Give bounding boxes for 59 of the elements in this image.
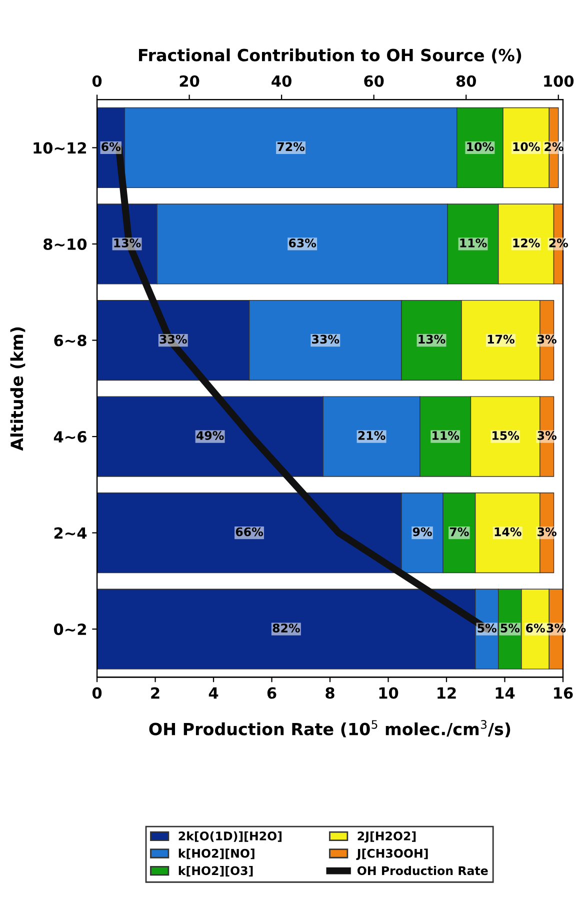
data-label: 3%	[538, 334, 556, 344]
y-tick-label: 6~8	[54, 334, 86, 346]
y-tick-label: 8~10	[44, 238, 87, 250]
x2-tick-label: 4	[208, 687, 218, 699]
data-label: 10%	[513, 142, 540, 152]
data-label: 49%	[196, 431, 224, 440]
y-tick-label: 0~2	[54, 624, 86, 636]
data-label: 2%	[549, 238, 568, 248]
data-label: 13%	[418, 334, 446, 344]
x2-tick-label: 2	[151, 687, 160, 699]
data-label: 14%	[494, 527, 522, 536]
legend-label: k[HO2][NO]	[178, 848, 254, 860]
data-label: 12%	[513, 238, 540, 248]
x-tick-label: 100	[544, 75, 574, 87]
x2-tick-label: 6	[267, 687, 276, 699]
x2-tick-label: 8	[326, 687, 334, 699]
legend-label: J[CH3OOH]	[356, 848, 428, 860]
x2-tick-label: 16	[554, 687, 573, 699]
data-label: 11%	[432, 431, 460, 440]
data-label: 10%	[467, 142, 494, 152]
x2-tick-label: 10	[379, 687, 398, 699]
legend-label: 2J[H2O2]	[358, 831, 416, 843]
data-label: 72%	[277, 142, 305, 152]
x2-tick-label: 0	[92, 687, 102, 699]
x-tick-label: 40	[272, 75, 292, 87]
data-label: 5%	[500, 624, 520, 633]
data-label: 6%	[102, 142, 121, 152]
data-label: 63%	[288, 238, 316, 248]
data-label: 33%	[160, 334, 187, 344]
x2-axis-title: OH Production Rate (10$^{5}$ molec./cm$^{3}$/s)	[149, 720, 510, 738]
data-label: 3%	[546, 624, 566, 633]
data-label: 13%	[114, 238, 141, 248]
x-tick-label: 80	[456, 75, 476, 87]
y-tick-label: 4~6	[54, 431, 86, 443]
legend-label: k[HO2][O3]	[178, 866, 253, 877]
data-label: 17%	[488, 334, 514, 344]
data-label: 3%	[538, 431, 556, 440]
data-label: 21%	[358, 431, 386, 440]
data-label: 15%	[492, 431, 520, 440]
data-label: 82%	[272, 624, 300, 633]
y-tick-label: 10~12	[34, 142, 86, 154]
x2-tick-label: 12	[438, 687, 456, 699]
data-label: 11%	[460, 238, 487, 248]
legend-label: 2k[O(1D)][H2O]	[178, 831, 282, 842]
x-axis-title: Fractional Contribution to OH Source (%)	[139, 48, 522, 64]
y-axis-title: Altitude (km)	[10, 327, 26, 451]
data-label: 66%	[236, 527, 264, 536]
x-tick-label: 0	[92, 75, 102, 87]
x2-tick-label: 14	[496, 687, 515, 699]
data-label: 6%	[526, 624, 545, 633]
legend-label: OH Production Rate	[357, 866, 488, 876]
x-tick-label: 60	[364, 75, 384, 87]
data-label: 3%	[538, 527, 556, 536]
x-tick-label: 20	[180, 75, 200, 87]
data-label: 33%	[312, 334, 340, 344]
y-tick-label: 2~4	[54, 527, 87, 539]
data-label: 7%	[450, 527, 469, 536]
data-label: 9%	[412, 527, 432, 536]
data-label: 2%	[544, 142, 564, 152]
